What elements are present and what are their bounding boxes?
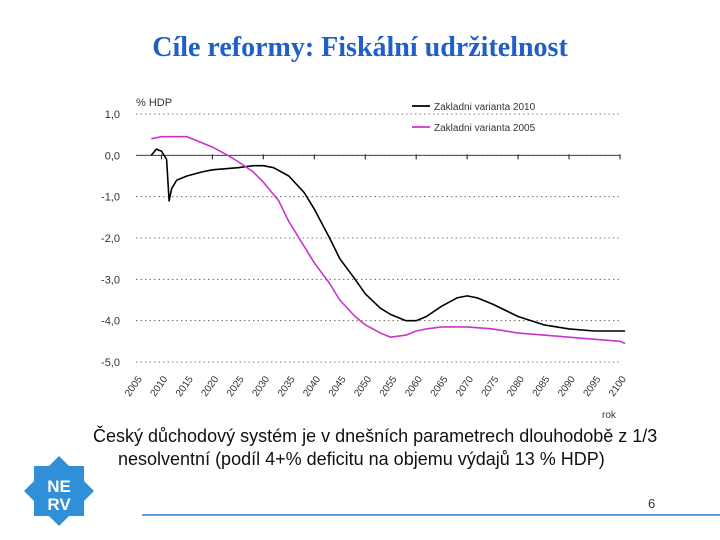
x-tick-label: 2045 — [327, 374, 349, 399]
page-number: 6 — [648, 496, 656, 511]
logo-shape-part — [34, 466, 84, 516]
x-tick-label: 2010 — [149, 374, 171, 399]
x-tick-label: 2015 — [174, 374, 196, 399]
y-tick-label: -3,0 — [101, 274, 120, 286]
x-tick-label: 2070 — [454, 374, 476, 399]
series-line — [150, 148, 626, 332]
logo-text-bottom: RV — [47, 495, 71, 514]
y-tick-label: 1,0 — [105, 109, 120, 121]
x-tick-label: 2020 — [199, 374, 221, 399]
y-tick-label: 0,0 — [105, 150, 120, 162]
x-tick-label: 2060 — [403, 374, 425, 399]
x-tick-label: 2095 — [582, 374, 604, 399]
series-line — [151, 135, 626, 345]
legend-label: Zakladni varianta 2005 — [434, 123, 536, 134]
x-tick-label: 2025 — [225, 374, 247, 399]
x-axis-label: rok — [602, 410, 617, 418]
logo-x-shape — [24, 456, 94, 526]
x-tick-label: 2030 — [250, 374, 272, 399]
footer-line — [142, 514, 720, 516]
y-tick-label: -4,0 — [101, 316, 120, 328]
y-axis-label: % HDP — [136, 97, 172, 109]
x-tick-label: 2100 — [607, 374, 629, 399]
x-tick-label: 2065 — [429, 374, 451, 399]
y-tick-label: -5,0 — [101, 357, 120, 369]
legend: Zakladni varianta 2010 Zakladni varianta … — [412, 102, 536, 134]
y-tick-label: -1,0 — [101, 192, 120, 204]
logo-text-top: NE — [47, 477, 71, 496]
nerv-logo: NE RV — [24, 456, 94, 526]
x-tick-label: 2090 — [556, 374, 578, 399]
x-tick-label: 2085 — [531, 374, 553, 399]
legend-label: Zakladni varianta 2010 — [434, 102, 536, 113]
x-tick-label: 2005 — [123, 374, 145, 399]
x-tick-label: 2035 — [276, 374, 298, 399]
x-tick-label: 2055 — [378, 374, 400, 399]
body-text: Český důchodový systém je v dnešních par… — [93, 426, 658, 469]
y-tick-label: -2,0 — [101, 233, 120, 245]
series-lines — [150, 135, 626, 345]
x-tick-label: 2075 — [480, 374, 502, 399]
slide-title: Cíle reformy: Fiskální udržitelnost — [152, 32, 568, 63]
x-tick-label: 2080 — [505, 374, 527, 399]
x-tick-label: 2050 — [352, 374, 374, 399]
x-tick-label: 2040 — [301, 374, 323, 399]
